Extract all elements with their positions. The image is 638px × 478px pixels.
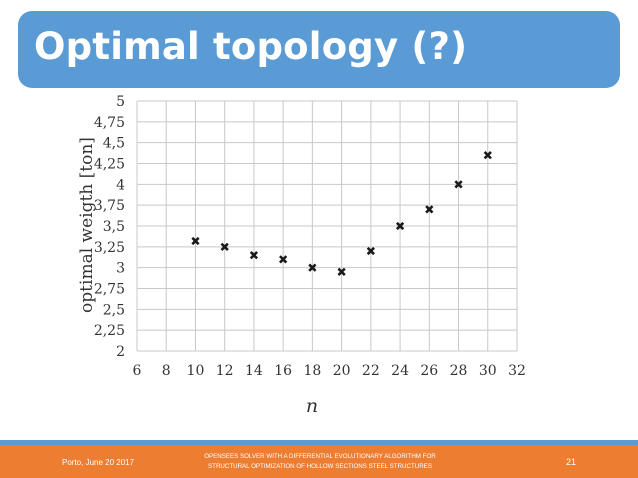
y-axis-label: optimal weigth [ton] — [77, 137, 97, 313]
data-point — [425, 205, 434, 214]
x-tick-label: 6 — [133, 363, 142, 379]
x-tick-label: 16 — [274, 363, 292, 379]
data-point — [395, 221, 405, 231]
y-tick-label: 3,75 — [94, 198, 125, 214]
y-tick-label: 2,25 — [94, 323, 125, 339]
x-tick-label: 8 — [162, 363, 171, 379]
x-tick-label: 18 — [303, 363, 321, 379]
scatter-chart: 2 2,25 2,5 2,75 3 3,25 3,5 3,75 4 4,25 4,5 4,75 5 6 8… — [77, 94, 526, 417]
chart-grid — [136, 100, 518, 352]
data-point — [308, 263, 317, 272]
page-number: 21 — [566, 457, 577, 467]
slide-title: Optimal topology (?) — [34, 25, 468, 68]
x-tick-labels: 6 8 10 12 14 16 18 20 22 24 26 28 30 32 — [133, 363, 526, 379]
x-tick-label: 14 — [245, 363, 263, 379]
footer-date: Porto, June 20 2017 — [62, 458, 135, 467]
x-tick-label: 20 — [333, 363, 351, 379]
y-tick-label: 5 — [116, 94, 125, 110]
y-tick-label: 4,75 — [94, 115, 125, 131]
x-tick-label: 10 — [187, 363, 205, 379]
data-point — [366, 246, 375, 256]
footer-paper-title-line-2: STRUCTURAL OPTIMIZATION OF HOLLOW SECTIO… — [208, 463, 432, 470]
footer-paper-title: OPENSEES SOLVER WITH A DIFFERENTIAL EVOL… — [180, 452, 460, 472]
y-tick-label: 2,75 — [94, 282, 125, 298]
x-tick-label: 24 — [391, 363, 409, 379]
x-tick-label: 22 — [362, 363, 380, 379]
data-point — [483, 151, 492, 160]
y-tick-label: 3,25 — [94, 240, 125, 256]
data-point — [249, 251, 259, 260]
y-tick-label: 2 — [116, 344, 125, 360]
title-bar: Optimal topology (?) — [18, 11, 620, 88]
x-axis-label: n — [306, 395, 318, 417]
x-tick-label: 28 — [450, 363, 468, 379]
x-tick-label: 26 — [420, 363, 438, 379]
y-tick-label: 3 — [116, 261, 125, 277]
y-tick-label: 4,5 — [103, 136, 125, 152]
data-point — [279, 255, 288, 264]
footer-accent-strip — [0, 440, 638, 445]
y-tick-label: 2,5 — [103, 302, 125, 318]
x-tick-label: 30 — [479, 363, 497, 379]
y-tick-label: 4,25 — [94, 157, 125, 173]
data-points — [191, 151, 492, 276]
y-tick-labels: 2 2,25 2,5 2,75 3 3,25 3,5 3,75 4 4,25 4,5 4,75 5 — [94, 94, 125, 360]
y-tick-label: 4 — [116, 177, 125, 193]
data-point — [191, 236, 200, 246]
x-tick-label: 12 — [216, 363, 234, 379]
data-point — [220, 242, 229, 251]
footer-bar: Porto, June 20 2017 OPENSEES SOLVER WITH… — [0, 445, 638, 478]
footer-paper-title-line-1: OPENSEES SOLVER WITH A DIFFERENTIAL EVOL… — [204, 453, 436, 460]
data-point — [337, 267, 346, 276]
data-point — [454, 180, 463, 189]
y-tick-label: 3,5 — [103, 219, 125, 235]
x-tick-label: 32 — [508, 363, 526, 379]
